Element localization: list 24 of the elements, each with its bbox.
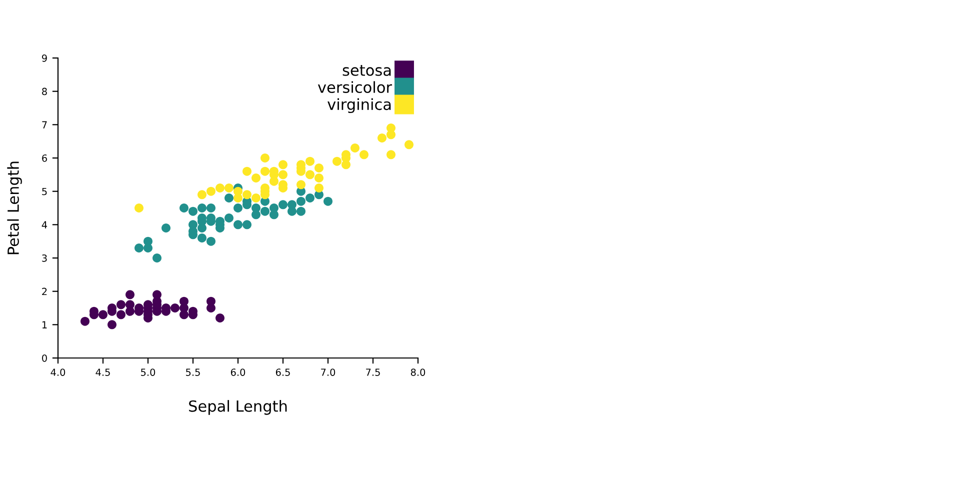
y-axis-title: Petal Length: [7, 162, 22, 254]
x-tick-label: 7.5: [366, 368, 380, 376]
legend-label: setosa: [342, 64, 391, 76]
y-tick-label: 5: [42, 188, 47, 196]
y-tick-label: 3: [42, 254, 47, 262]
legend-label: versicolor: [318, 81, 392, 94]
x-tick-label: 4.0: [50, 368, 66, 376]
y-tick-label: 2: [42, 288, 47, 296]
y-tick-label: 6: [42, 154, 47, 162]
x-tick-label: 4.5: [96, 368, 110, 376]
x-tick-label: 7.0: [321, 368, 336, 376]
x-tick-label: 8.0: [410, 368, 426, 376]
legend-label: virginica: [328, 98, 391, 114]
x-axis-title: Sepal Length: [189, 400, 287, 415]
y-tick-label: 8: [42, 88, 47, 96]
y-tick-label: 4: [42, 221, 48, 228]
y-tick-label: 1: [42, 321, 47, 328]
x-tick-label: 6.0: [230, 368, 246, 376]
y-tick-label: 9: [42, 54, 47, 62]
x-tick-label: 5.5: [186, 368, 200, 376]
y-tick-label: 7: [42, 121, 47, 128]
x-tick-label: 5.0: [141, 368, 156, 376]
x-tick-label: 6.5: [276, 368, 290, 376]
y-tick-label: 0: [42, 354, 47, 362]
